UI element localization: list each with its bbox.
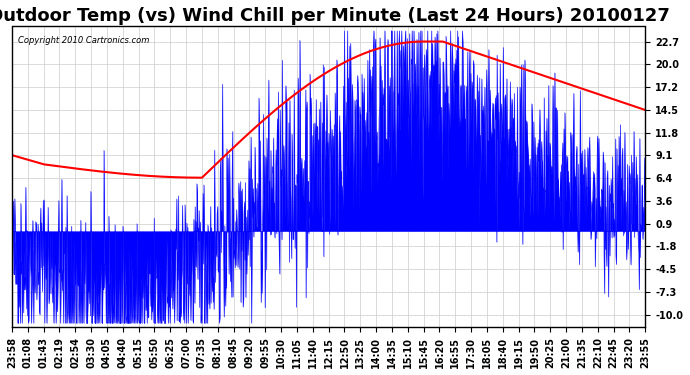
Text: Copyright 2010 Cartronics.com: Copyright 2010 Cartronics.com xyxy=(18,36,150,45)
Title: Outdoor Temp (vs) Wind Chill per Minute (Last 24 Hours) 20100127: Outdoor Temp (vs) Wind Chill per Minute … xyxy=(0,7,669,25)
